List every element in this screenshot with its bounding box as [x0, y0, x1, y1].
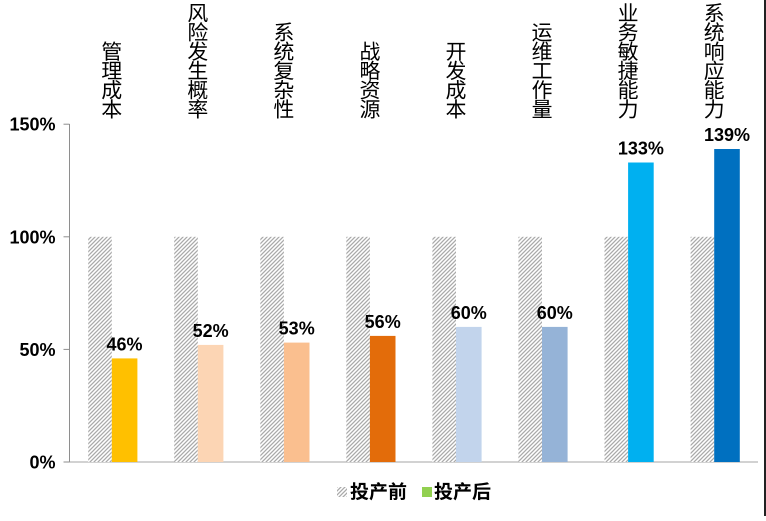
svg-text:139%: 139% — [704, 125, 750, 145]
svg-text:46%: 46% — [106, 334, 142, 354]
svg-text:56%: 56% — [365, 312, 401, 332]
svg-text:50%: 50% — [19, 340, 55, 360]
svg-text:52%: 52% — [193, 321, 229, 341]
svg-text:60%: 60% — [537, 303, 573, 323]
svg-text:133%: 133% — [618, 139, 664, 159]
svg-text:53%: 53% — [279, 319, 315, 339]
svg-text:0%: 0% — [29, 453, 55, 473]
svg-text:150%: 150% — [9, 115, 55, 135]
svg-text:100%: 100% — [9, 227, 55, 247]
svg-text:60%: 60% — [451, 303, 487, 323]
